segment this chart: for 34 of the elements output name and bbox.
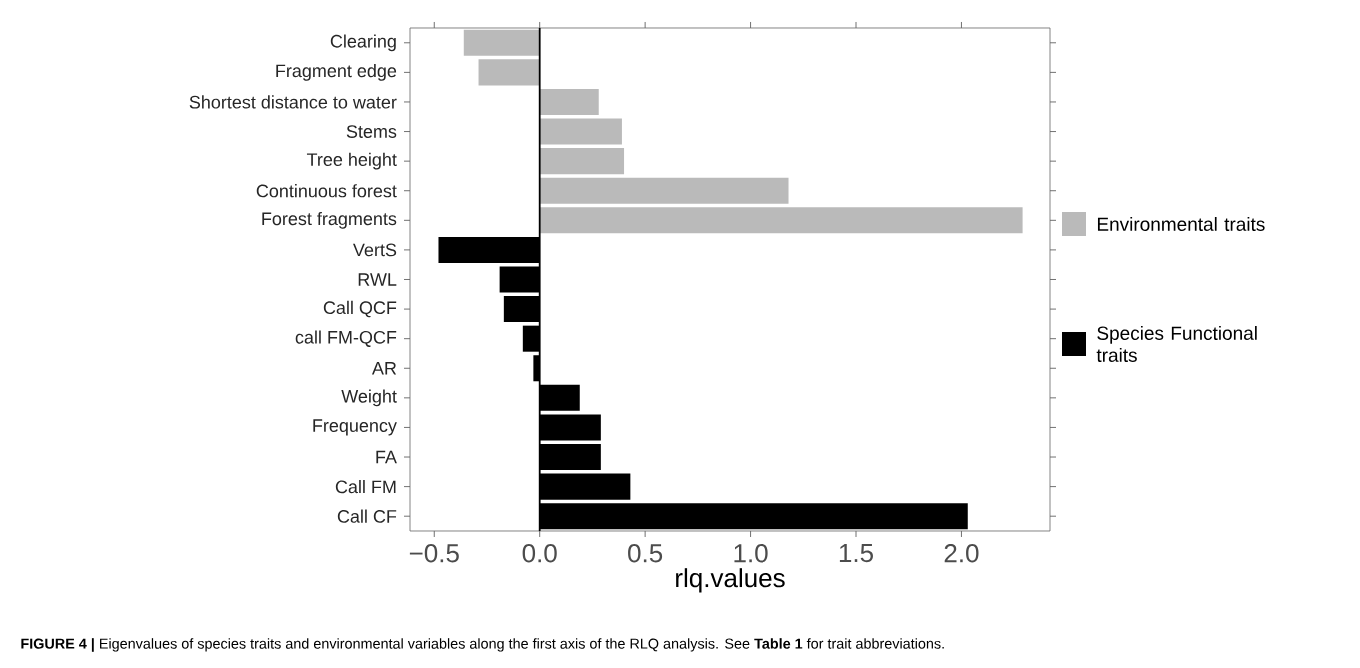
y-tick-label: Shortest distance to water [189, 95, 397, 109]
y-tick-label: Call FM [335, 480, 396, 494]
y-tick-label: Continuous forest [256, 184, 397, 198]
y-tick-label: Call QCF [323, 300, 397, 318]
bar [539, 88, 599, 115]
y-tick-label: Frequency [313, 419, 397, 436]
x-tick-label: 0.5 [628, 544, 663, 563]
x-tick-label: 2.0 [944, 544, 979, 563]
y-tick-label: Forest fragments [262, 211, 397, 229]
text: FIGURE 4 | Eigenvalues of species traits and environmental variables along the first axis of the RLQ analysis. See Table 1 for trait abbreviations. [21, 638, 944, 652]
y-tick-label: Clearing [330, 34, 396, 52]
bar [539, 118, 622, 145]
bar [478, 59, 540, 86]
legend-label: Environmental traits [1097, 217, 1265, 231]
bar [539, 207, 1023, 234]
y-tick-label: AR [371, 362, 397, 375]
y-tick-label: RWL [358, 273, 397, 286]
x-axis-title: rlq.values [676, 568, 785, 593]
y-tick-label: Weight [341, 389, 397, 407]
x-tick-label: 1.0 [734, 544, 768, 563]
legend-label: Species Functional traits [1096, 326, 1257, 362]
bar [539, 148, 625, 175]
y-tick-label: FA [376, 450, 397, 464]
y-tick-label: Call CF [337, 509, 397, 523]
y-tick-label: Tree height [306, 152, 397, 170]
x-tick-label: 1.5 [839, 544, 873, 563]
x-tick-label: 0.0 [522, 544, 557, 563]
x-tick-label: −0.5 [409, 544, 459, 563]
bar [463, 29, 540, 56]
y-tick-label: VertS [353, 243, 397, 257]
y-tick-label: Fragment edge [276, 63, 397, 81]
y-tick-label: call FM-QCF [295, 330, 397, 347]
y-tick-label: Stems [346, 125, 397, 138]
bar [539, 177, 789, 204]
